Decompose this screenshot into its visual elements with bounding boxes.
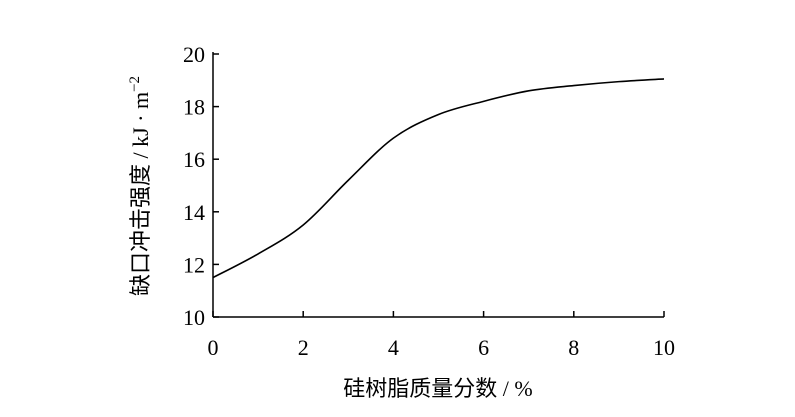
y-tick-label: 18	[183, 95, 205, 120]
y-axis-label-sup: −2	[127, 76, 143, 92]
line	[212, 78, 665, 279]
x-tick-label: 2	[298, 335, 309, 360]
x-axis-label: 硅树脂质量分数 / %	[343, 376, 532, 401]
x-tick-label: 8	[568, 335, 579, 360]
x-tick-label: 0	[208, 335, 219, 360]
y-tick-label: 10	[183, 305, 205, 330]
y-tick-label: 12	[183, 252, 205, 277]
y-tick-label: 20	[183, 42, 205, 67]
y-tick-label: 16	[183, 147, 205, 172]
x-tick-label: 6	[478, 335, 489, 360]
x-tick-label: 10	[653, 335, 675, 360]
y-axis-label: 缺口冲击强度 / kJ · m−2	[127, 76, 153, 296]
y-tick-label: 14	[183, 200, 205, 225]
y-axis-label-main: 缺口冲击强度 / kJ · m	[128, 92, 153, 296]
x-tick-label: 4	[388, 335, 399, 360]
